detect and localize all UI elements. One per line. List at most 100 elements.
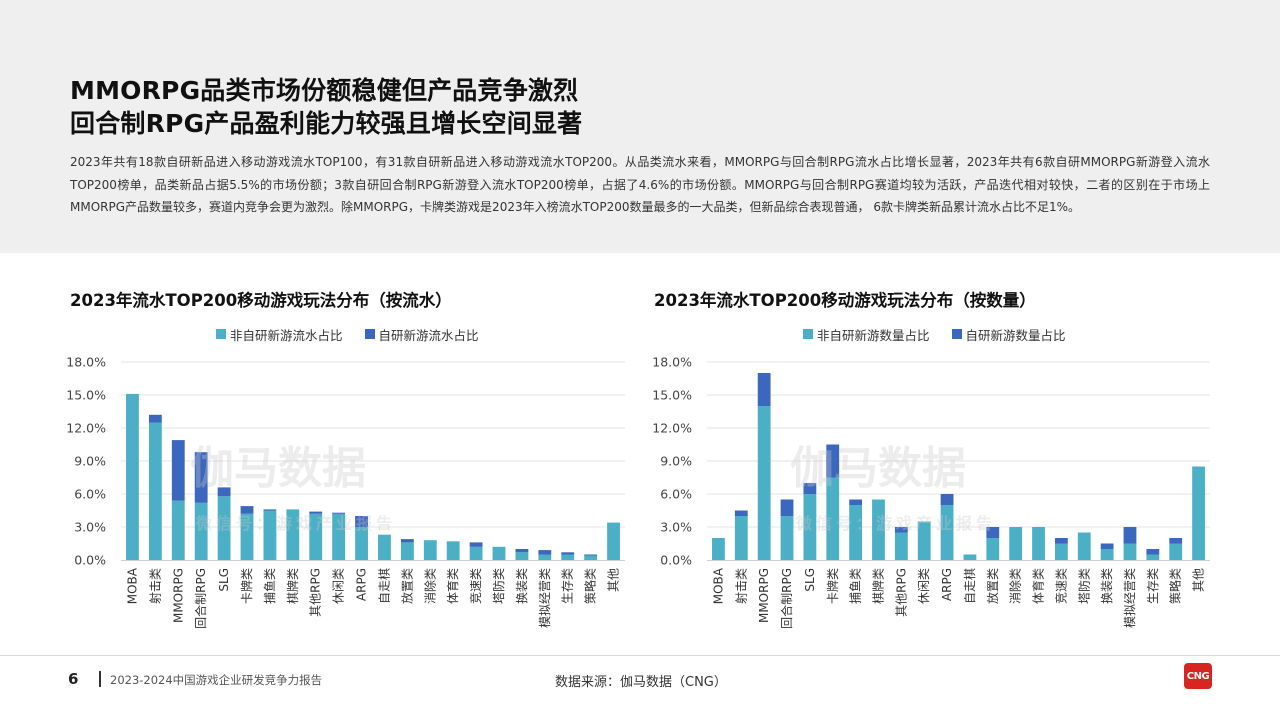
- legend-swatch-non-new: [803, 329, 813, 339]
- bar-segment-non-new: [1192, 466, 1205, 560]
- legend-item-non-new: 非自研新游流水占比: [216, 325, 343, 344]
- charts-canvas: 0.0% 3.0% 6.0% 9.0% 12.0% 15.0% 18.0% MOBA 射击类 MM…: [66, 355, 1210, 629]
- x-tick-label: 模拟经营类: [1123, 568, 1137, 628]
- bar-segment-non-new: [309, 513, 323, 560]
- bar-segment-non-new: [986, 538, 1000, 560]
- x-tick-label: MOBA: [125, 567, 139, 604]
- bar-segment-non-new: [492, 546, 506, 560]
- bar-segment-non-new: [1146, 554, 1160, 560]
- x-tick-label: 生存类: [1146, 568, 1160, 604]
- bar-segment-non-new: [538, 554, 552, 560]
- x-tick-label: ARPG: [355, 568, 369, 601]
- chart-title-count: 2023年流水TOP200移动游戏玩法分布（按数量）: [654, 291, 1036, 310]
- bar-segment-new: [240, 506, 254, 514]
- x-tick-label: 竞速类: [469, 568, 483, 604]
- bar-segment-non-new: [917, 521, 931, 560]
- bar-segment-new: [734, 510, 748, 516]
- x-tick-label: 消除类: [1008, 568, 1023, 604]
- bar-segment-new: [584, 554, 598, 556]
- legend-label-non-new: 非自研新游流水占比: [230, 327, 343, 343]
- bar-segment-non-new: [1032, 527, 1045, 560]
- x-tick-label: MOBA: [711, 567, 725, 604]
- x-tick-label: 捕鱼类: [848, 568, 863, 604]
- bar-segment-new: [803, 483, 817, 494]
- x-tick-label: 射击类: [733, 568, 748, 604]
- title-line-1: MMORPG品类市场份额稳健但产品竞争激烈: [70, 76, 579, 105]
- bar-segment-non-new: [734, 516, 748, 560]
- page-title: MMORPG品类市场份额稳健但产品竞争激烈 回合制RPG产品盈利能力较强且增长空…: [70, 74, 582, 140]
- y-tick-label: 3.0%: [660, 520, 692, 535]
- bar-segment-non-new: [286, 509, 300, 560]
- cng-logo: CNG: [1184, 663, 1212, 689]
- y-tick-label: 9.0%: [74, 454, 106, 469]
- bar-segment-non-new: [780, 516, 794, 560]
- bar-segment-non-new: [803, 494, 817, 560]
- legend-count: 非自研新游数量占比 自研新游数量占比: [803, 325, 1088, 344]
- bar-segment-non-new: [849, 505, 863, 560]
- y-tick-label: 18.0%: [652, 355, 692, 370]
- x-tick-label: MMORPG: [757, 568, 771, 623]
- x-tick-label: 棋牌类: [871, 568, 885, 604]
- bar-segment-new: [469, 542, 483, 547]
- x-tick-label: 体育类: [445, 568, 460, 604]
- bar-segment-new: [400, 539, 414, 543]
- y-tick-label: 0.0%: [660, 553, 692, 568]
- x-tick-label: 消除类: [422, 568, 437, 604]
- x-tick-label: 放置类: [985, 568, 1000, 604]
- bar-segment-non-new: [400, 542, 414, 560]
- footer-divider: [0, 655, 1280, 656]
- x-tick-label: 卡牌类: [826, 568, 840, 604]
- x-tick-label: 自走棋: [377, 568, 391, 604]
- legend-item-non-new: 非自研新游数量占比: [803, 325, 930, 344]
- x-tick-label: 体育类: [1031, 568, 1046, 604]
- legend-revenue: 非自研新游流水占比 自研新游流水占比: [216, 325, 501, 344]
- bar-segment-non-new: [584, 555, 598, 560]
- x-tick-label: SLG: [217, 568, 231, 592]
- bar-segment-non-new: [446, 541, 460, 560]
- x-tick-label: 放置类: [399, 568, 414, 604]
- y-tick-label: 15.0%: [652, 388, 692, 403]
- x-tick-label: 换装类: [515, 568, 529, 604]
- bar-segment-new: [561, 552, 575, 555]
- bar-segment-new: [940, 494, 954, 505]
- legend-item-new: 自研新游数量占比: [951, 325, 1066, 344]
- bar-segment-non-new: [194, 502, 208, 560]
- bar-segment-non-new: [712, 538, 725, 560]
- legend-item-new: 自研新游流水占比: [364, 325, 479, 344]
- bar-segment-new: [1169, 538, 1183, 544]
- x-tick-label: 策略类: [583, 568, 598, 604]
- x-tick-label: 换装类: [1100, 568, 1114, 604]
- legend-swatch-new: [951, 329, 962, 339]
- y-tick-label: 9.0%: [660, 454, 692, 469]
- x-tick-label: 休闲类: [917, 568, 931, 604]
- report-name: 2023-2024中国游戏企业研发竞争力报告: [110, 673, 323, 687]
- bar-segment-new: [332, 512, 346, 514]
- bar-segment-new: [1146, 549, 1160, 555]
- legend-swatch-new: [364, 329, 375, 339]
- bar-segment-new: [1123, 527, 1137, 544]
- x-tick-label: 塔防类: [491, 568, 506, 604]
- bar-segment-new: [515, 549, 529, 553]
- header-band: [0, 0, 1280, 253]
- y-tick-label: 0.0%: [74, 553, 106, 568]
- legend-swatch-non-new: [216, 329, 226, 339]
- x-tick-label: 回合制RPG: [779, 568, 794, 629]
- bar-segment-non-new: [757, 406, 771, 560]
- bar-segment-non-new: [1077, 532, 1091, 560]
- bar-segment-new: [757, 373, 771, 406]
- x-tick-label: 其他: [607, 568, 621, 592]
- bar-segment-new: [1054, 538, 1068, 544]
- bar-segment-non-new: [1009, 527, 1023, 560]
- bar-segment-non-new: [423, 540, 437, 560]
- bar-segment-new: [309, 511, 323, 514]
- bar-segment-non-new: [561, 554, 575, 560]
- bar-segment-non-new: [263, 510, 277, 560]
- title-line-2: 回合制RPG产品盈利能力较强且增长空间显著: [70, 109, 583, 138]
- bar-segment-non-new: [872, 499, 885, 560]
- bar-segment-new: [355, 516, 368, 527]
- footer-separator: [99, 671, 101, 687]
- bar-segment-new: [894, 527, 908, 533]
- x-tick-label: 自走棋: [963, 568, 977, 604]
- bar-segment-new: [986, 527, 1000, 538]
- bar-segment-non-new: [148, 422, 162, 560]
